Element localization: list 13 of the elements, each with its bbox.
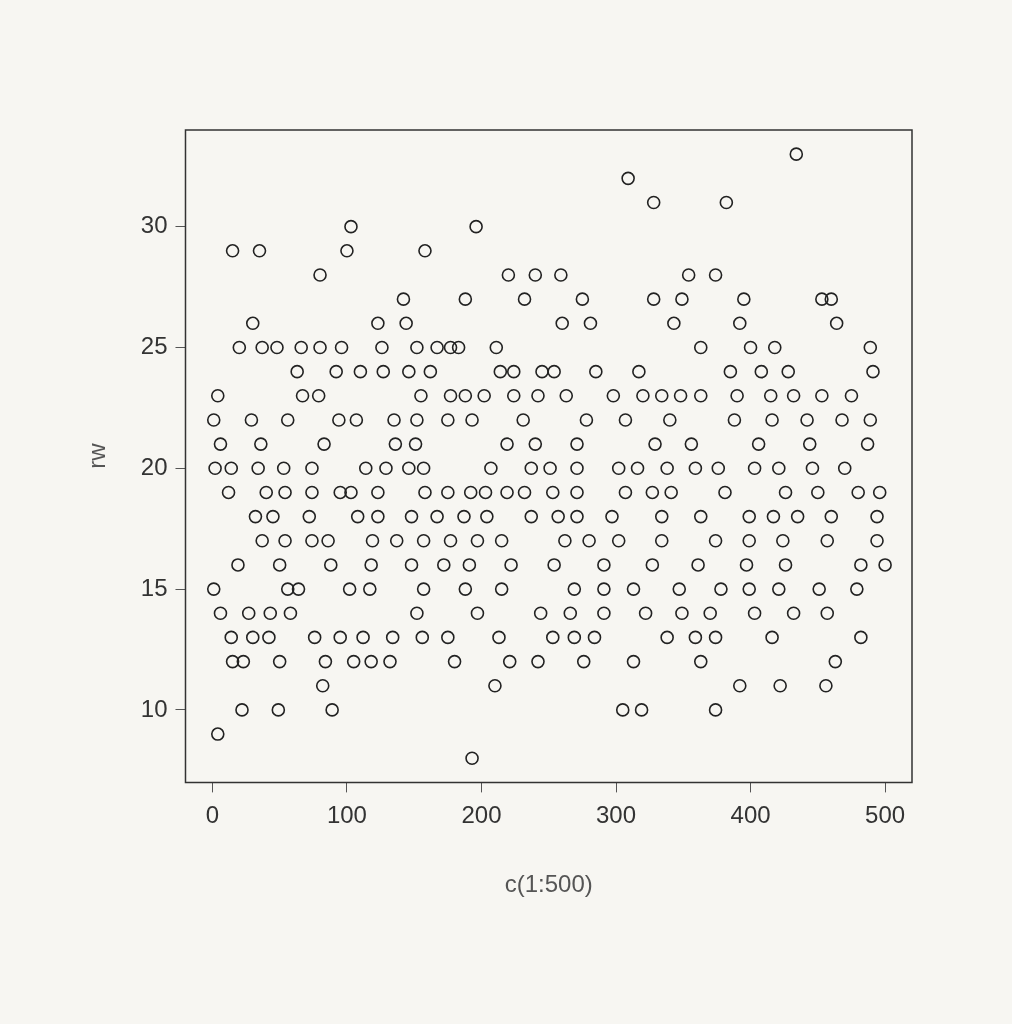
x-axis-title: c(1:500): [504, 870, 593, 898]
y-tick-label: 15: [140, 573, 168, 601]
x-tick-label: 100: [326, 801, 367, 829]
y-tick-label: 20: [140, 452, 168, 480]
x-tick-label: 400: [730, 801, 771, 829]
x-tick-label: 300: [595, 801, 637, 829]
y-tick-label: 30: [140, 211, 168, 239]
x-tick-label: 500: [865, 801, 906, 829]
x-tick-label: 200: [461, 801, 502, 829]
x-tick-label: 0: [205, 801, 220, 829]
y-tick-label: 10: [140, 694, 168, 722]
y-tick-label: 25: [140, 332, 168, 360]
y-axis-title: rw: [83, 442, 111, 469]
